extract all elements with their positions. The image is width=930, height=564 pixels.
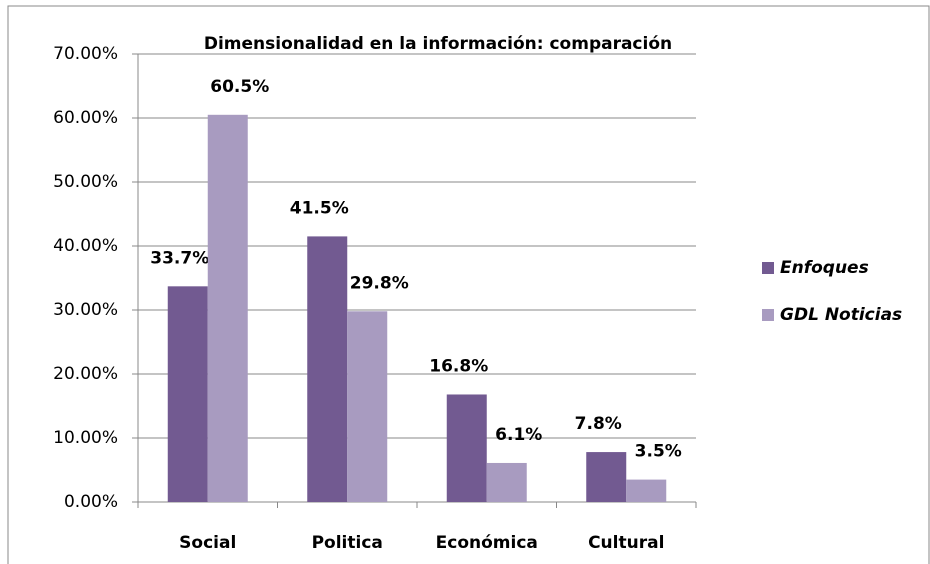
y-tick-label: 0.00% — [64, 492, 118, 512]
chart-border — [7, 5, 930, 564]
bar — [626, 479, 667, 502]
y-tick-label: 20.00% — [53, 364, 118, 384]
x-tick-label: Económica — [436, 533, 538, 553]
y-tick-label: 40.00% — [53, 236, 118, 256]
x-tick-label: Social — [179, 533, 236, 553]
data-label: 33.7% — [150, 248, 209, 268]
legend-label: Enfoques — [780, 258, 869, 278]
y-tick-label: 50.00% — [53, 172, 118, 192]
bar — [307, 236, 348, 502]
x-tick-label: Cultural — [588, 533, 664, 553]
bar — [486, 462, 527, 502]
data-label: 60.5% — [210, 77, 269, 97]
bar — [207, 114, 248, 503]
data-label: 29.8% — [350, 273, 409, 293]
x-tick-label: Politica — [312, 533, 383, 553]
bar — [446, 394, 487, 502]
data-label: 6.1% — [495, 425, 542, 445]
chart-title: Dimensionalidad en la información: compa… — [204, 34, 672, 54]
data-label: 7.8% — [575, 414, 622, 434]
data-label: 16.8% — [429, 356, 488, 376]
legend-swatch — [762, 262, 774, 274]
y-tick-label: 10.00% — [53, 428, 118, 448]
legend-label: GDL Noticias — [780, 305, 902, 325]
bar — [586, 452, 627, 502]
bar — [167, 286, 208, 502]
y-tick-label: 60.00% — [53, 108, 118, 128]
data-label: 41.5% — [290, 198, 349, 218]
legend-swatch — [762, 309, 774, 321]
bar — [347, 311, 388, 502]
y-tick-label: 70.00% — [53, 44, 118, 64]
y-tick-label: 30.00% — [53, 300, 118, 320]
data-label: 3.5% — [635, 442, 682, 462]
